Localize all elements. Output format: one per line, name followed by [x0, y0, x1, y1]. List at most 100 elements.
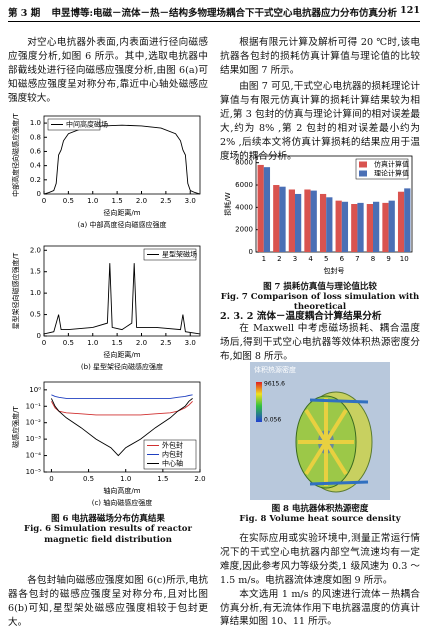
y-axis-label: 损耗/W	[223, 192, 232, 215]
y-tick-label: 1.5	[30, 268, 41, 276]
legend-box	[143, 248, 197, 261]
y-tick-label: 10⁰	[29, 386, 41, 394]
y-tick-label: 10⁻²	[26, 419, 42, 427]
x-tick-label: 6	[340, 255, 345, 263]
bar	[366, 204, 373, 252]
data-line	[43, 124, 201, 195]
x-tick-label: 2.0	[136, 339, 147, 347]
y-tick-label: 10⁻³	[26, 435, 42, 443]
x-tick-label: 3.0	[185, 197, 196, 205]
header: 第 3 期 申昱博等:电磁－流体－热－结构多物理场耦合下干式空心电抗器应力分布仿…	[8, 5, 420, 22]
x-tick-label: 9	[386, 255, 390, 263]
y-tick-label: 0	[249, 248, 253, 256]
data-line	[43, 263, 201, 335]
x-tick-label: 4	[308, 255, 313, 263]
colorbar-max: 9615.6	[264, 381, 285, 388]
subfigure-caption: (c) 轴向磁感应强度	[92, 498, 153, 507]
bar	[397, 191, 405, 252]
figure-image: 体积热源密度 9615.6 0.056	[250, 362, 390, 500]
chart: 0 0.5 1.0 1.5 2.0 星型架径向磁感应强度/T 径向距离/m (b) 星型架径向…	[11, 245, 201, 371]
x-tick-label: 5	[324, 255, 328, 263]
bar	[279, 186, 286, 252]
chart: 10⁰ 10⁻¹ 10⁻² 10⁻³ 10⁻⁴ 10⁻⁵ 磁感应强度/T 轴向高度/m (c) …	[11, 381, 206, 507]
subfigure-caption: (a) 中部高度径向磁感应强度	[78, 220, 167, 229]
y-tick-label: 0.6	[30, 147, 42, 155]
running-title: 申昱博等:电磁－流体－热－结构多物理场耦合下干式空心电抗器应力分布仿真分析	[51, 8, 398, 19]
bar	[295, 193, 302, 252]
paragraph: 本文选用 1 m/s 的风速进行流体－热耦合仿真分析,有无流体作用下电抗器温度的…	[220, 589, 420, 627]
chart: 0 2000 4000 6000 8000 损耗/W 包封号 1 2 3 4 5 6 7 8 9 10 仿真计算值…	[223, 155, 413, 275]
bar	[357, 202, 364, 252]
x-tick-label: 2.5	[160, 339, 171, 347]
y-tick-label: 0.8	[30, 133, 41, 141]
legend-swatch	[359, 170, 367, 177]
y-tick-label: 2.0	[30, 246, 41, 254]
figure-caption: Fig. 8 Volume heat source density	[239, 514, 401, 524]
y-tick-label: 8000	[235, 159, 253, 167]
plot-frame	[43, 381, 201, 473]
y-tick-label: 0.4	[30, 162, 42, 170]
legend-label: 内包封	[162, 450, 183, 459]
colorbar	[256, 382, 262, 422]
bar	[351, 204, 358, 252]
legend-swatch	[359, 161, 367, 168]
x-tick-label: 2.5	[160, 197, 171, 205]
y-tick-label: 1.0	[30, 119, 41, 127]
bar	[326, 197, 333, 252]
x-axis-label: 轴向高度/m	[103, 486, 140, 495]
paragraph: 各包封轴向磁感应强度如图 6(c)所示,电抗器各包封的磁感应强度呈对称分布,且对…	[8, 575, 208, 628]
legend-box	[47, 118, 101, 131]
paragraph: 在实际应用或实验环境中,测量正常运行情况下的干式空心电抗器内部空气流速均有一定难…	[220, 533, 420, 586]
x-tick-label: 7	[355, 255, 359, 263]
x-axis-label: 径向距离/m	[103, 208, 140, 217]
paragraph: 在 Maxwell 中考虑磁场损耗、耦合温度场后,得到干式空心电抗器等效体积热源…	[220, 323, 420, 362]
x-tick-label: 10	[400, 255, 409, 263]
legend-label: 仿真计算值	[374, 160, 409, 169]
legend-label: 星型架磁场	[162, 250, 197, 259]
y-tick-label: 4000	[235, 203, 253, 211]
bar	[304, 189, 311, 252]
bar	[288, 189, 295, 252]
bars	[309, 398, 369, 486]
data-line	[50, 398, 193, 457]
x-tick-label: 0	[42, 197, 46, 205]
y-axis-label: 星型架径向磁感应强度/T	[11, 252, 20, 329]
plot-frame	[43, 115, 201, 195]
figure-caption: Fig. 7 Comparison of loss simulation wit…	[220, 292, 420, 312]
y-tick-label: 1.0	[30, 289, 41, 297]
x-tick-label: 1.5	[112, 197, 123, 205]
plot-frame	[43, 245, 201, 337]
bar	[273, 185, 280, 252]
figure-caption: 图 7 损耗仿真值与理论值比较	[263, 282, 377, 292]
bar	[341, 201, 349, 252]
x-tick-label: 1.5	[157, 475, 168, 483]
issue: 第 3 期	[8, 8, 41, 19]
colorbar-min: 0.056	[264, 417, 281, 424]
y-tick-label: 0	[37, 332, 41, 340]
y-axis-label: 中部高度径向磁感应强度/T	[11, 112, 20, 196]
y-tick-label: 0	[37, 190, 41, 198]
x-tick-label: 1.0	[87, 339, 98, 347]
bar	[382, 202, 389, 252]
y-tick-label: 10⁻⁵	[26, 468, 42, 476]
page-number: 121	[400, 5, 420, 16]
y-tick-label: 0.5	[30, 311, 41, 319]
figure-caption: 图 8 电抗器体积热源密度	[271, 504, 369, 514]
x-axis-label: 包封号	[324, 266, 345, 275]
x-tick-label: 1	[262, 255, 266, 263]
x-tick-label: 2.0	[194, 475, 205, 483]
y-tick-label: 6000	[235, 181, 253, 189]
bar	[404, 188, 411, 252]
x-tick-label: 0.5	[63, 197, 74, 205]
paragraph: 由图 7 可见,干式空心电抗器的损耗理论计算值与有限元仿真计算的损耗计算结果较为…	[220, 81, 420, 162]
x-tick-label: 8	[371, 255, 375, 263]
x-tick-label: 0.5	[83, 475, 94, 483]
paragraph: 根据有限元计算及解析可得 20 ℃时,该电抗器各包封的损耗仿真计算值与理论值的比…	[220, 37, 420, 76]
legend-label: 中间高度磁场	[66, 120, 108, 129]
bar	[335, 200, 342, 252]
x-tick-label: 2	[277, 255, 281, 263]
bar	[319, 193, 327, 252]
plot-frame	[255, 155, 413, 253]
legend-label: 理论计算值	[374, 169, 409, 178]
x-axis-label: 径向距离/m	[103, 350, 140, 359]
